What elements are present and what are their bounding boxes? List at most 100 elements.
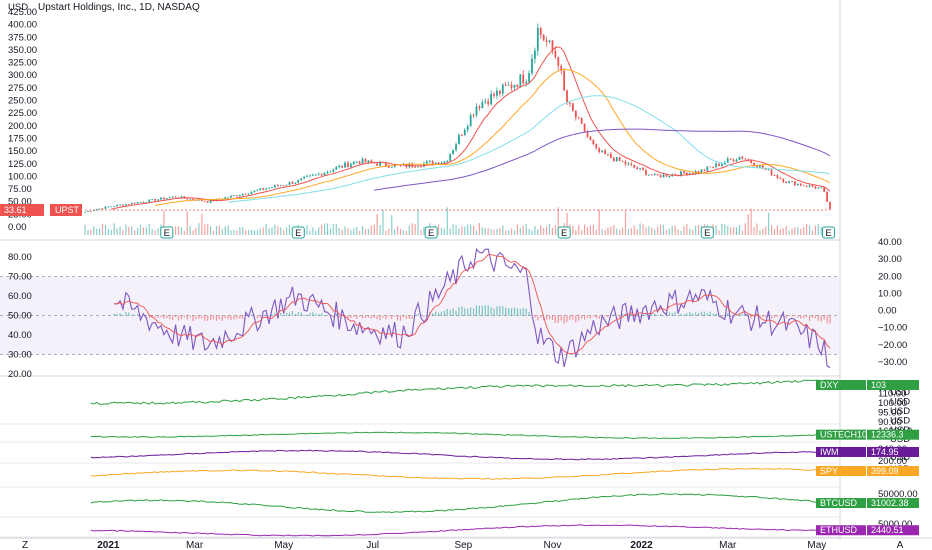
rsi-histogram-bar — [808, 315, 811, 321]
candle-body — [347, 162, 349, 167]
rsi-histogram-bar — [443, 310, 445, 316]
volume-bar — [519, 227, 521, 235]
rsi-histogram-bar — [160, 315, 162, 318]
candle-body — [352, 161, 355, 165]
volume-bar — [686, 224, 688, 235]
volume-bar — [285, 227, 288, 235]
zoom-button[interactable] — [18, 540, 32, 550]
volume-bar — [385, 230, 387, 235]
price-axis-tick-label: 75.00 — [8, 184, 32, 195]
volume-bar — [496, 228, 498, 235]
volume-bar — [134, 230, 136, 235]
volume-bar — [210, 226, 212, 235]
rsi-histogram-bar — [619, 315, 621, 318]
compare-value-badge — [867, 446, 919, 457]
volume-bar — [478, 223, 481, 235]
volume-bar — [627, 229, 630, 235]
rsi-histogram-bar — [490, 307, 492, 316]
volume-bar — [516, 224, 518, 235]
compare-name-badge — [816, 380, 866, 390]
volume-bar — [578, 224, 580, 235]
volume-bar — [157, 228, 159, 235]
rsi-histogram-bar — [318, 314, 320, 316]
rsi-histogram-bar — [391, 315, 393, 320]
candle-body — [466, 126, 469, 130]
candle-body — [589, 136, 592, 140]
earnings-marker[interactable] — [822, 226, 836, 239]
candle-body — [335, 167, 338, 170]
candle-body — [817, 187, 820, 189]
candle-body — [761, 165, 764, 169]
candle-body — [548, 40, 551, 43]
rsi-histogram-bar — [218, 315, 220, 320]
candle-body — [107, 206, 110, 208]
rsi-axis-tick-label: 50.00 — [8, 311, 32, 322]
rsi-histogram-bar — [499, 305, 501, 316]
candle-body — [256, 189, 259, 191]
volume-bar — [201, 213, 203, 235]
rsi-histogram-bar — [671, 312, 673, 316]
volume-bar — [677, 229, 679, 235]
candle-body — [279, 185, 282, 187]
volume-bar — [113, 223, 115, 235]
compare-value-label: 31002.38 — [871, 498, 909, 508]
earnings-marker[interactable] — [291, 226, 305, 239]
volume-bar — [633, 225, 635, 235]
rsi-histogram-bar — [370, 315, 372, 319]
candle-body — [501, 84, 504, 94]
candle-body — [142, 201, 145, 203]
rsi-histogram-bar — [285, 312, 288, 316]
rsi-histogram-bar — [388, 315, 390, 318]
candle-body — [250, 192, 253, 194]
volume-bar — [437, 224, 440, 235]
candle-body — [718, 163, 720, 167]
volume-bar — [543, 228, 545, 235]
rsi-histogram-bar — [405, 315, 407, 319]
earnings-marker[interactable] — [557, 226, 571, 239]
price-axis-tick-label: 125.00 — [8, 159, 37, 170]
candle-body — [165, 198, 168, 200]
volume-bar — [589, 225, 592, 235]
rsi-histogram-bar — [131, 314, 133, 316]
volume-bar — [212, 230, 215, 235]
last-price-badge — [0, 203, 44, 216]
volume-bar — [689, 228, 691, 235]
time-axis-label: Mar — [719, 540, 737, 550]
rsi-histogram-bar — [183, 315, 185, 318]
volume-bar — [356, 226, 358, 235]
volume-bar — [481, 227, 483, 235]
rsi-histogram-bar — [294, 313, 296, 316]
compare-name-label: USTECH100CFD — [820, 430, 891, 440]
earnings-marker[interactable] — [700, 226, 714, 239]
volume-bar — [318, 227, 320, 235]
rsi-histogram-bar — [668, 312, 670, 316]
volume-bar — [470, 224, 472, 235]
ma-mid-line — [155, 68, 831, 206]
rsi-histogram-bar — [198, 315, 200, 319]
candle-body — [332, 169, 335, 172]
compare-name-label: SPY — [820, 466, 838, 476]
candle-body — [387, 165, 390, 168]
volume-bar — [493, 229, 495, 235]
volume-bar — [598, 209, 600, 235]
compare-name-label: IWM — [820, 447, 839, 457]
compare-name-badge — [816, 446, 866, 457]
rsi-histogram-bar — [139, 315, 142, 317]
rsi-histogram-bar — [633, 315, 635, 317]
volume-bar — [744, 223, 746, 235]
volume-bar — [624, 210, 627, 235]
earnings-marker[interactable] — [160, 226, 174, 239]
candle-body — [741, 156, 744, 159]
volume-bar — [256, 230, 258, 235]
volume-bar — [361, 226, 364, 235]
compare-value-label: 174.95 — [871, 447, 899, 457]
rsi-histogram-bar — [303, 314, 305, 316]
volume-bar — [548, 223, 551, 235]
candle-body — [183, 196, 186, 199]
candle-body — [189, 198, 192, 200]
earnings-marker[interactable] — [424, 226, 438, 239]
candle-body — [452, 149, 455, 155]
rsi-histogram-bar — [563, 315, 565, 324]
autoscale-button[interactable] — [893, 540, 907, 550]
